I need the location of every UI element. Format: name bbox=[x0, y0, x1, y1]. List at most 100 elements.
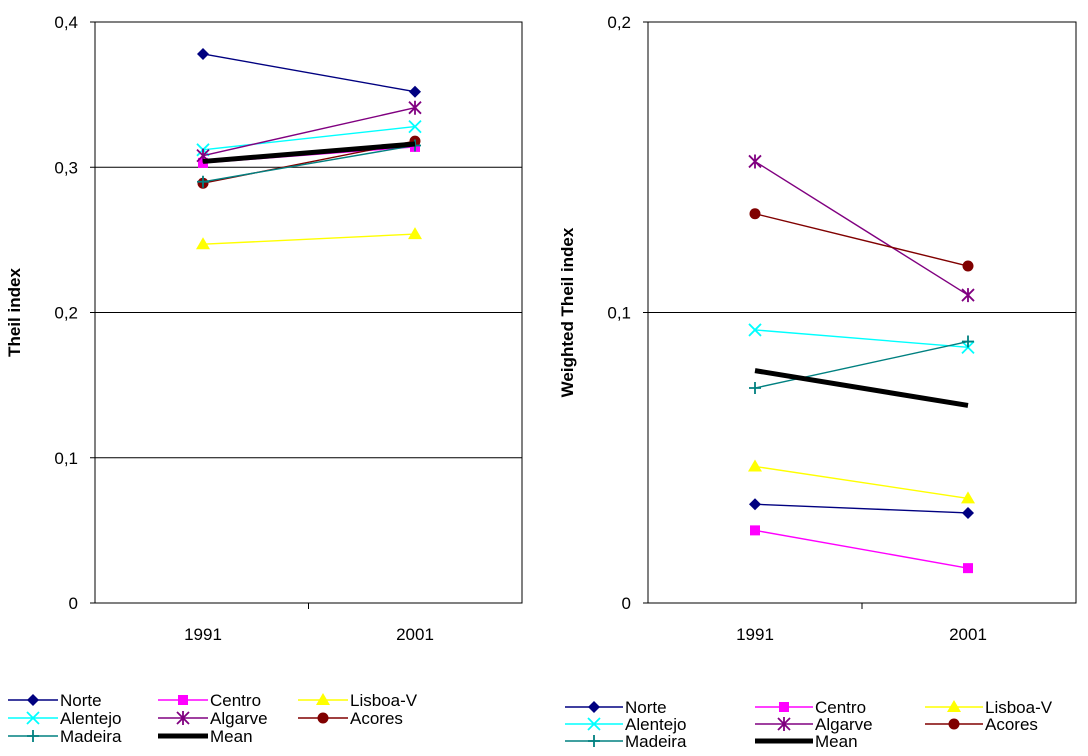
data-point bbox=[197, 175, 209, 188]
legend-item-lisboa-v: Lisboa-V bbox=[298, 691, 418, 710]
x-tick-label: 2001 bbox=[396, 625, 434, 644]
data-point bbox=[748, 323, 762, 337]
legend-item-norte: Norte bbox=[565, 698, 667, 717]
legend-swatch-marker bbox=[588, 735, 600, 747]
series-lisboa-v bbox=[748, 459, 975, 504]
legend-swatch-marker bbox=[588, 701, 600, 713]
legend-item-madeira: Madeira bbox=[8, 727, 122, 746]
series-line bbox=[754, 213, 969, 267]
legend-item-centro: Centro bbox=[755, 698, 866, 717]
legend-label: Algarve bbox=[815, 715, 873, 734]
legend-label: Algarve bbox=[210, 709, 268, 728]
legend-swatch-marker bbox=[317, 712, 329, 724]
legend-item-mean: Mean bbox=[158, 727, 253, 746]
series-norte bbox=[749, 498, 974, 519]
y-tick-label: 0,4 bbox=[54, 13, 78, 32]
data-point bbox=[197, 47, 209, 60]
series-line bbox=[754, 503, 969, 514]
legend-swatch-marker bbox=[176, 711, 190, 725]
x-tick-label: 2001 bbox=[949, 625, 987, 644]
legend-label: Lisboa-V bbox=[985, 698, 1053, 717]
legend-label: Lisboa-V bbox=[350, 691, 418, 710]
legend-item-algarve: Algarve bbox=[158, 709, 268, 728]
legend-item-algarve: Algarve bbox=[755, 715, 873, 734]
y-axis-label: Theil index bbox=[5, 268, 24, 357]
y-tick-label: 0,3 bbox=[54, 158, 78, 177]
y-tick-label: 0 bbox=[69, 594, 78, 613]
series-acores bbox=[749, 208, 974, 272]
series-lisboa-v bbox=[196, 227, 422, 250]
legend-swatch-marker bbox=[316, 693, 330, 705]
legend-label: Centro bbox=[210, 691, 261, 710]
series-acores bbox=[197, 135, 421, 189]
data-point bbox=[963, 563, 973, 574]
legend-swatch-marker bbox=[26, 711, 40, 725]
legend-label: Norte bbox=[60, 691, 102, 710]
series-line bbox=[754, 529, 969, 569]
y-tick-label: 0,2 bbox=[607, 13, 631, 32]
legend-label: Madeira bbox=[60, 727, 122, 746]
data-point bbox=[961, 491, 975, 504]
legend-item-norte: Norte bbox=[8, 691, 102, 710]
series-madeira bbox=[197, 139, 421, 188]
legend-swatch-marker bbox=[178, 695, 188, 705]
legend-label: Alentejo bbox=[60, 709, 121, 728]
series-centro bbox=[750, 525, 973, 574]
legend-item-mean: Mean bbox=[755, 732, 858, 751]
legend-label: Mean bbox=[210, 727, 253, 746]
legend-swatch-marker bbox=[777, 717, 791, 731]
series-norte bbox=[197, 47, 421, 98]
chart-theil-index: 0 0,1 0,2 0,3 0,4 1991 2001 Theil index Norte Cen… bbox=[5, 13, 523, 746]
x-tick-label: 1991 bbox=[736, 625, 774, 644]
legend-label: Norte bbox=[625, 698, 667, 717]
series-line bbox=[754, 368, 969, 408]
data-point bbox=[409, 85, 421, 98]
series-madeira bbox=[749, 335, 974, 395]
data-point bbox=[198, 157, 208, 168]
series-line bbox=[754, 160, 969, 296]
y-tick-label: 0,2 bbox=[54, 304, 78, 323]
series-algarve bbox=[196, 100, 422, 163]
legend-label: Centro bbox=[815, 698, 866, 717]
y-tick-label: 0,1 bbox=[54, 449, 78, 468]
data-point bbox=[408, 227, 422, 240]
legend-swatch-marker bbox=[779, 702, 789, 712]
data-point bbox=[408, 100, 422, 115]
legend-item-acores: Acores bbox=[925, 715, 1038, 734]
data-point bbox=[749, 208, 761, 220]
legend: Norte Centro Lisboa-V Alentejo Algarve Acores… bbox=[565, 698, 1053, 751]
series-line bbox=[202, 233, 416, 245]
series-line bbox=[202, 107, 416, 157]
chart-weighted-theil-index: 0 0,1 0,2 1991 2001 Weighted Theil index Norte… bbox=[558, 13, 1077, 751]
series-line bbox=[202, 125, 416, 151]
legend-swatch-marker bbox=[947, 700, 961, 712]
legend-item-madeira: Madeira bbox=[565, 732, 687, 751]
data-point bbox=[749, 498, 761, 511]
x-tick-label: 1991 bbox=[184, 625, 222, 644]
data-point bbox=[961, 288, 975, 303]
legend-label: Alentejo bbox=[625, 715, 686, 734]
data-point bbox=[749, 382, 761, 395]
data-point bbox=[748, 459, 762, 472]
data-point bbox=[748, 154, 762, 169]
legend: Norte Centro Lisboa-V Alentejo Algarve Acores… bbox=[8, 691, 418, 746]
legend-swatch-marker bbox=[27, 694, 39, 706]
series-mean bbox=[754, 368, 969, 408]
series-line bbox=[754, 329, 969, 349]
legend-swatch-marker bbox=[587, 717, 601, 731]
legend-label: Acores bbox=[985, 715, 1038, 734]
series-alentejo bbox=[748, 323, 975, 354]
series-line bbox=[754, 465, 969, 500]
legend-item-alentejo: Alentejo bbox=[565, 715, 686, 734]
data-point bbox=[962, 335, 974, 348]
series-line bbox=[202, 141, 416, 164]
data-point bbox=[196, 237, 210, 250]
legend-swatch-marker bbox=[27, 730, 39, 742]
series-line bbox=[202, 144, 416, 183]
y-axis-label: Weighted Theil index bbox=[558, 227, 577, 397]
data-point bbox=[962, 260, 974, 272]
legend-item-acores: Acores bbox=[298, 709, 403, 728]
data-point bbox=[750, 525, 760, 536]
legend-item-centro: Centro bbox=[158, 691, 261, 710]
